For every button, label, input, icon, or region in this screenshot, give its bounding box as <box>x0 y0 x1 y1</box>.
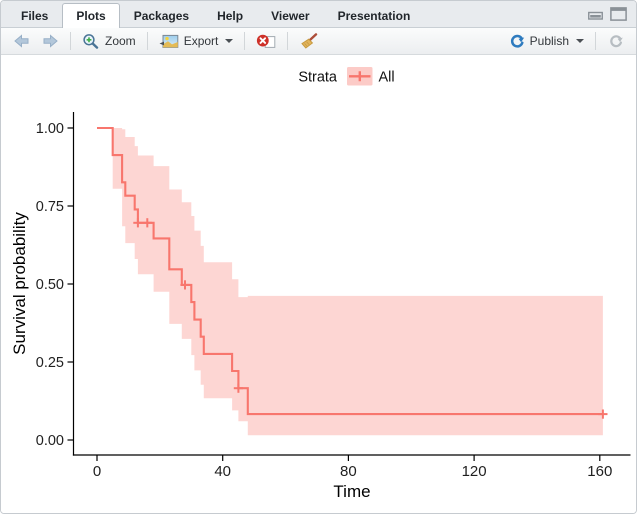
legend-entry-label: All <box>379 70 395 86</box>
export-plot-button[interactable]: Export <box>154 32 239 51</box>
maximize-pane-icon[interactable] <box>610 6 627 21</box>
x-axis-title: Time <box>333 482 370 501</box>
axis-labels: Time Survival probability <box>10 212 371 501</box>
y-tick-label: 0.75 <box>36 199 64 215</box>
legend-title: Strata <box>298 70 338 86</box>
y-tick-label: 0.25 <box>36 355 64 371</box>
zoom-plot-button[interactable]: Zoom <box>77 31 141 51</box>
y-tick-label: 0.00 <box>36 433 64 449</box>
plot-legend: Strata All <box>298 67 395 86</box>
publish-button[interactable]: Publish <box>503 31 589 51</box>
tab-help[interactable]: Help <box>217 8 244 23</box>
tab-presentation[interactable]: Presentation <box>337 8 411 23</box>
x-tick-label: 80 <box>340 463 357 480</box>
x-tick-label: 40 <box>214 463 231 480</box>
censor-marks <box>133 218 608 419</box>
toolbar-separator <box>244 32 246 50</box>
survival-plot: 1.00 0.75 0.50 0.25 0.00 0 40 80 120 160 Time Surv… <box>10 67 631 501</box>
clear-all-plots-button[interactable] <box>294 31 323 51</box>
toolbar-separator <box>595 32 596 50</box>
axes: 1.00 0.75 0.50 0.25 0.00 0 40 80 120 160 <box>36 112 631 480</box>
survival-curve <box>97 126 603 416</box>
toolbar-separator <box>146 32 148 50</box>
x-tick-label: 0 <box>93 463 101 480</box>
tab-viewer[interactable]: Viewer <box>271 8 310 23</box>
tab-packages[interactable]: Packages <box>133 8 190 23</box>
forward-arrow-icon <box>43 34 58 48</box>
confidence-band <box>112 128 603 436</box>
y-tick-label: 1.00 <box>36 121 64 137</box>
magnifier-zoom-icon <box>83 34 99 49</box>
refresh-icon <box>610 35 623 48</box>
tab-list: Files Plots Packages Help Viewer Presentation <box>7 3 424 28</box>
zoom-button-label: Zoom <box>105 34 136 48</box>
forward-plot-button[interactable] <box>37 32 64 50</box>
export-button-label: Export <box>183 34 219 48</box>
y-axis-title: Survival probability <box>10 212 29 355</box>
minimize-pane-icon[interactable] <box>588 8 603 20</box>
window-controls <box>588 3 630 27</box>
toolbar-separator <box>70 32 71 50</box>
pane-tab-bar: Files Plots Packages Help Viewer Presentation <box>1 1 636 28</box>
x-tick-label: 120 <box>462 463 487 480</box>
plot-pane: 1.00 0.75 0.50 0.25 0.00 0 40 80 120 160 Time Surv… <box>1 55 636 513</box>
remove-plot-icon <box>257 34 276 48</box>
publish-button-label: Publish <box>529 34 569 48</box>
broom-clear-icon <box>301 33 318 49</box>
x-tick-label: 160 <box>587 463 612 480</box>
plots-toolbar: Zoom Export <box>1 28 636 55</box>
toolbar-separator <box>287 32 289 50</box>
remove-plot-button[interactable] <box>251 31 281 51</box>
back-arrow-icon <box>14 34 29 48</box>
export-dropdown-caret-icon <box>225 39 234 43</box>
tab-plots[interactable]: Plots <box>62 3 120 28</box>
y-tick-label: 0.50 <box>36 277 64 293</box>
publish-swirl-icon <box>510 34 524 48</box>
tab-files[interactable]: Files <box>21 8 49 23</box>
publish-dropdown-caret-icon <box>576 39 584 43</box>
refresh-plot-button[interactable] <box>602 31 629 51</box>
back-plot-button[interactable] <box>8 32 35 50</box>
image-export-icon <box>159 34 178 48</box>
